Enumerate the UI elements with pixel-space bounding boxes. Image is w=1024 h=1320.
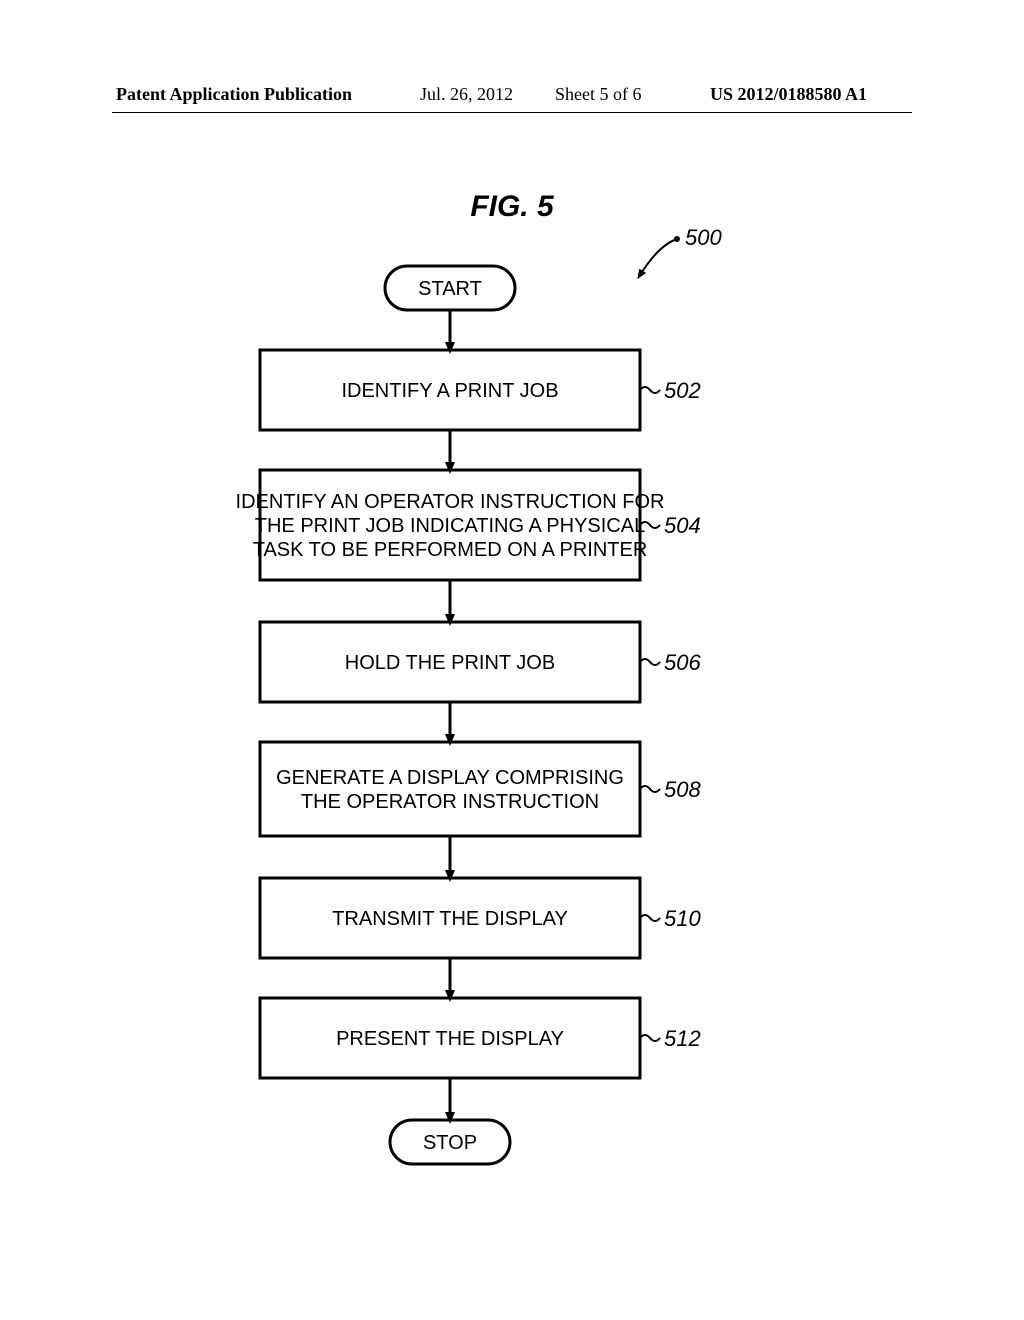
n510-ref-leader: [640, 915, 660, 921]
n502-ref-leader: [640, 387, 660, 393]
stop-label: STOP: [423, 1132, 477, 1154]
n508-label-line: GENERATE A DISPLAY COMPRISING: [276, 767, 624, 789]
n512-ref-leader: [640, 1035, 660, 1041]
flowchart: 500 START IDENTIFY A PRINT JOB 502 IDENTIFY …: [0, 0, 1024, 1320]
ref-overall-leader: [640, 239, 677, 275]
n506-ref-leader: [640, 659, 660, 665]
n504-label-line: IDENTIFY AN OPERATOR INSTRUCTION FOR: [236, 491, 665, 513]
n510-label-line: TRANSMIT THE DISPLAY: [332, 908, 568, 930]
n502-ref: 502: [664, 378, 701, 403]
n504-label-line: TASK TO BE PERFORMED ON A PRINTER: [253, 539, 648, 561]
n504-label-line: THE PRINT JOB INDICATING A PHYSICAL: [255, 515, 645, 537]
n506-label-line: HOLD THE PRINT JOB: [345, 652, 555, 674]
n512-label-line: PRESENT THE DISPLAY: [336, 1028, 564, 1050]
n512-ref: 512: [664, 1026, 701, 1051]
start-label: START: [418, 278, 482, 300]
n508-ref-leader: [640, 786, 660, 792]
n508-ref: 508: [664, 777, 701, 802]
n504-ref: 504: [664, 513, 701, 538]
ref-overall: 500: [685, 225, 722, 250]
n508-box: [260, 742, 640, 836]
n502-label-line: IDENTIFY A PRINT JOB: [341, 380, 558, 402]
n510-ref: 510: [664, 906, 701, 931]
page: Patent Application Publication Jul. 26, …: [0, 0, 1024, 1320]
n506-ref: 506: [664, 650, 701, 675]
n508-label-line: THE OPERATOR INSTRUCTION: [301, 791, 599, 813]
